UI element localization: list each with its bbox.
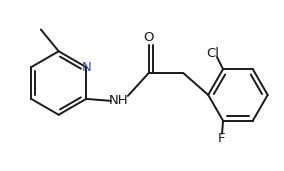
- Text: N: N: [81, 61, 91, 74]
- Text: O: O: [143, 31, 154, 44]
- Text: F: F: [217, 132, 225, 145]
- Text: Cl: Cl: [207, 47, 220, 60]
- Text: NH: NH: [109, 94, 129, 107]
